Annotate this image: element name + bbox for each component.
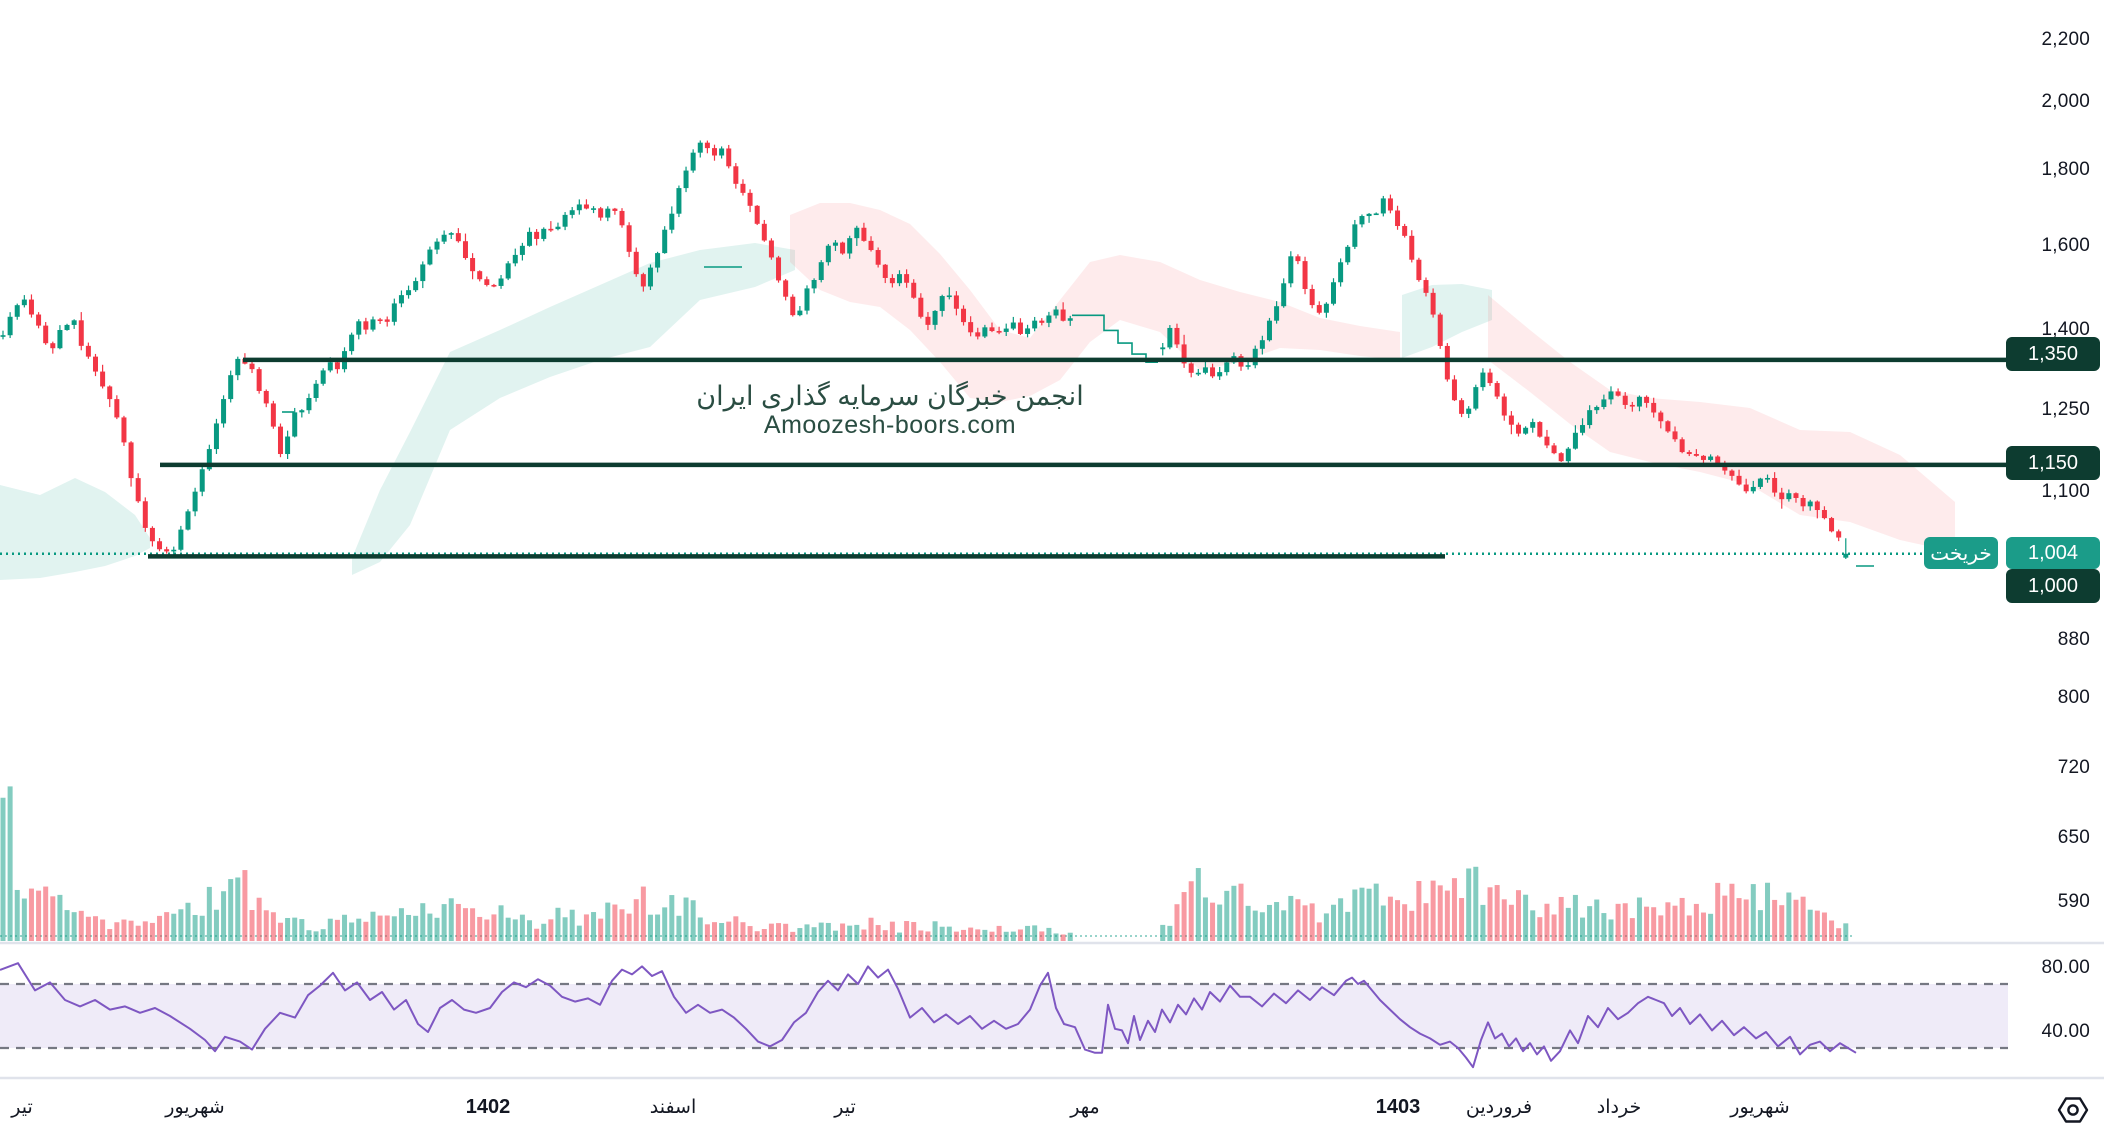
rsi-band <box>0 984 2008 1048</box>
support-resistance-lines[interactable] <box>148 357 2008 559</box>
settings-hexagon-icon[interactable] <box>2052 1090 2096 1130</box>
ichimoku-cloud <box>0 203 1955 580</box>
rsi-line <box>0 962 1857 1069</box>
volume-series <box>0 786 1849 941</box>
candlestick-series <box>0 140 1849 559</box>
